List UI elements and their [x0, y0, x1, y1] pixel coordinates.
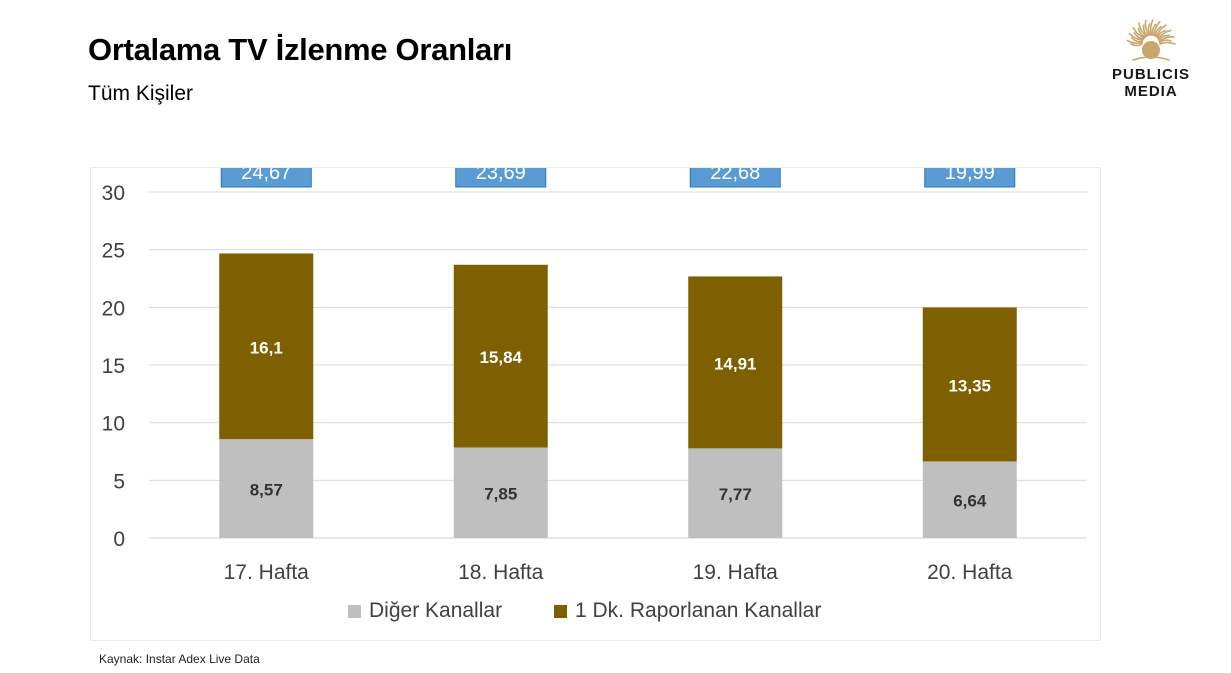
logo-mane-stroke: [1137, 27, 1147, 38]
total-label: 23,69: [476, 168, 526, 184]
y-tick-label: 10: [102, 413, 125, 436]
y-tick-label: 5: [113, 470, 125, 493]
logo-mane-stroke: [1157, 29, 1172, 40]
chart-area: 0 5 10 15 20 25 30 8,57 16,1 24,67 17. Hafta 7,85 15…: [90, 167, 1101, 641]
data-label: 14,91: [714, 354, 757, 373]
data-label: 13,35: [948, 376, 991, 395]
lion-head-icon: [1126, 19, 1176, 61]
bar-segment: [922, 307, 1017, 462]
logo-mane-stroke: [1153, 20, 1161, 37]
legend-swatch: [554, 605, 567, 618]
page-subtitle: Tüm Kişiler: [88, 82, 194, 105]
x-tick-label: 20. Hafta: [927, 561, 1013, 584]
stacked-bar-chart: 0 5 10 15 20 25 30 8,57 16,1 24,67 17. Hafta 7,85 15…: [102, 168, 1087, 622]
total-box: [455, 168, 547, 188]
total-box: [220, 168, 312, 188]
page-title: Ortalama TV İzlenme Oranları: [88, 32, 513, 67]
bar-segment: [688, 448, 783, 538]
logo-mane-stroke: [1155, 24, 1167, 38]
legend-label: 1 Dk. Raporlanan Kanallar: [575, 599, 821, 622]
logo-mane-stroke: [1159, 41, 1176, 45]
logo-mane-stroke: [1147, 23, 1152, 36]
x-tick-label: 19. Hafta: [693, 561, 779, 584]
source-note: Kaynak: Instar Adex Live Data: [99, 652, 260, 666]
logo-mane-stroke: [1126, 39, 1143, 45]
y-tick-label: 0: [113, 528, 125, 551]
bar-segment: [453, 264, 548, 448]
logo-mane-stroke: [1158, 34, 1170, 41]
bar-segment: [922, 461, 1017, 538]
logo-base-stroke: [1132, 56, 1170, 61]
logo-text-line1: PUBLICIS: [1111, 66, 1190, 83]
logo-mane-stroke: [1130, 43, 1143, 47]
data-label: 8,57: [250, 481, 283, 500]
logo-text-line2: MEDIA: [1124, 83, 1178, 100]
data-label: 6,64: [953, 492, 987, 511]
logo-mane-stroke: [1142, 24, 1149, 37]
y-tick-label: 20: [102, 297, 125, 320]
x-tick-label: 17. Hafta: [224, 561, 310, 584]
logo-mane-stroke: [1158, 36, 1175, 43]
total-label: 24,67: [241, 168, 291, 184]
legend-label: Diğer Kanallar: [369, 599, 502, 622]
total-box: [924, 168, 1016, 188]
total-label: 22,68: [710, 168, 760, 184]
logo-mane-stroke: [1156, 29, 1167, 39]
x-tick-label: 18. Hafta: [458, 561, 544, 584]
legend-swatch: [348, 605, 361, 618]
bar-segment: [219, 439, 314, 538]
data-label: 7,77: [719, 485, 752, 504]
logo-mane-stroke: [1151, 23, 1157, 37]
logo-mane-stroke: [1133, 31, 1145, 40]
logo-mane-stroke: [1154, 25, 1162, 38]
logo-mane-stroke: [1138, 22, 1148, 38]
logo-mane-stroke: [1132, 26, 1146, 39]
bar-segment: [219, 253, 314, 440]
y-tick-label: 25: [102, 240, 125, 263]
total-box: [689, 168, 781, 188]
logo-mane-stroke: [1149, 19, 1154, 36]
data-label: 7,85: [484, 485, 517, 504]
y-tick-label: 30: [102, 182, 125, 205]
logo-mane-stroke: [1144, 19, 1150, 37]
bar-segment: [453, 447, 548, 538]
logo-mane-stroke: [1131, 37, 1144, 43]
data-label: 15,84: [479, 348, 522, 367]
total-label: 19,99: [945, 168, 995, 184]
logo-mane-stroke: [1128, 32, 1144, 41]
logo-face: [1142, 41, 1160, 59]
data-label: 16,1: [250, 338, 283, 357]
bar-segment: [688, 276, 783, 449]
publicis-media-logo: PUBLICIS MEDIA: [1096, 18, 1206, 108]
y-tick-label: 15: [102, 355, 125, 378]
logo-mane-stroke: [1159, 39, 1172, 44]
